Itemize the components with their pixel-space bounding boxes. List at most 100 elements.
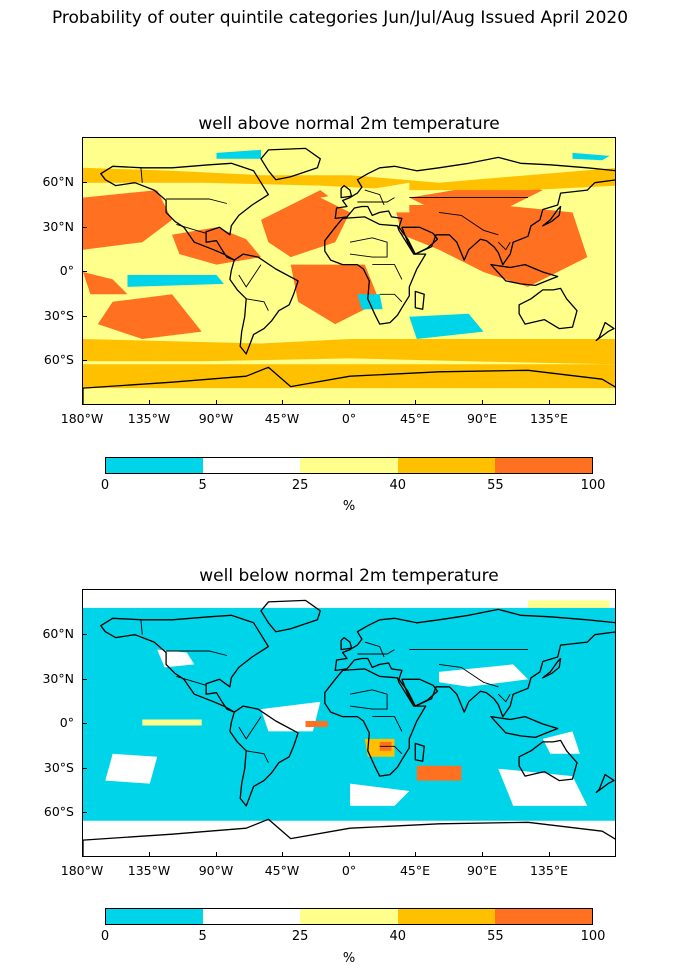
probability-region bbox=[216, 149, 261, 159]
probability-region bbox=[83, 167, 615, 191]
coastline-northAmerica bbox=[100, 162, 270, 261]
colorbar-tick-label: 5 bbox=[198, 478, 207, 493]
lon-tick-mark bbox=[82, 400, 83, 405]
map-above bbox=[82, 137, 616, 405]
lat-tick-label: 60°S bbox=[43, 804, 74, 819]
colorbar-segment bbox=[106, 909, 204, 924]
country-border bbox=[497, 693, 511, 703]
lon-tick-mark bbox=[216, 852, 217, 857]
probability-region bbox=[350, 783, 410, 806]
probability-region bbox=[83, 820, 615, 851]
country-border bbox=[349, 689, 388, 710]
country-border bbox=[372, 716, 403, 732]
lon-tick-label: 45°E bbox=[399, 863, 431, 878]
coastline-africa bbox=[324, 668, 427, 777]
coastline-southAmerica bbox=[229, 705, 299, 807]
colorbar-tick-label: 100 bbox=[580, 478, 606, 493]
lat-tick-mark bbox=[82, 634, 87, 635]
lat-tick-mark bbox=[82, 227, 87, 228]
coastline-australia bbox=[518, 287, 578, 330]
coastline-eurasia bbox=[334, 156, 615, 266]
colorbar-segment bbox=[494, 909, 593, 924]
panel-title-below: well below normal 2m temperature bbox=[199, 566, 499, 586]
lat-tick-mark bbox=[82, 723, 87, 724]
lat-tick-mark bbox=[82, 679, 87, 680]
country-border bbox=[357, 197, 395, 203]
probability-region bbox=[261, 190, 350, 258]
country-border bbox=[238, 264, 262, 288]
colorbar-segment bbox=[203, 909, 301, 924]
coastline-antarctica bbox=[83, 366, 615, 404]
coastline-arabia bbox=[401, 226, 439, 255]
probability-region bbox=[357, 294, 383, 310]
lon-tick-label: 180°W bbox=[60, 863, 104, 878]
country-border bbox=[364, 641, 385, 658]
colorbar-tick-label: 40 bbox=[389, 929, 407, 944]
colorbar-tick-label: 55 bbox=[487, 478, 504, 493]
lon-tick-label: 180°W bbox=[60, 411, 104, 426]
lat-tick-label: 30°N bbox=[42, 219, 74, 234]
country-border bbox=[379, 293, 403, 303]
probability-region bbox=[409, 313, 484, 339]
probability-region bbox=[305, 721, 328, 727]
coastline-japan bbox=[542, 657, 562, 679]
lat-tick-mark bbox=[82, 768, 87, 769]
probability-region bbox=[142, 719, 202, 726]
probability-region bbox=[83, 190, 172, 250]
probability-region bbox=[127, 275, 224, 287]
probability-region bbox=[105, 753, 158, 784]
probability-region bbox=[498, 768, 588, 806]
coastline-northAmerica bbox=[100, 614, 270, 713]
lon-tick-mark bbox=[82, 852, 83, 857]
country-border bbox=[176, 223, 207, 234]
probability-region bbox=[83, 339, 615, 365]
map-below bbox=[82, 589, 616, 857]
lon-tick-label: 135°W bbox=[127, 411, 171, 426]
lat-tick-label: 0° bbox=[59, 263, 74, 278]
panel-title-above: well above normal 2m temperature bbox=[198, 114, 500, 134]
coastline-newzealand bbox=[595, 773, 615, 794]
lon-tick-mark bbox=[149, 400, 150, 405]
coastline-greenland bbox=[260, 147, 321, 181]
coastline-madagascar bbox=[414, 290, 425, 310]
lat-tick-mark bbox=[82, 182, 87, 183]
colorbar-tick-label: 0 bbox=[100, 929, 110, 944]
lat-tick-mark bbox=[82, 316, 87, 317]
country-border bbox=[176, 675, 207, 686]
country-border bbox=[372, 264, 403, 280]
country-border bbox=[364, 189, 385, 206]
country-border bbox=[246, 750, 269, 763]
probability-region bbox=[290, 264, 380, 325]
colorbar-segment bbox=[397, 458, 495, 473]
lat-tick-label: 60°N bbox=[42, 174, 74, 189]
colorbar-tick-label: 25 bbox=[291, 478, 309, 493]
country-border bbox=[497, 241, 511, 251]
country-border bbox=[438, 211, 499, 236]
lat-tick-label: 30°S bbox=[43, 308, 74, 323]
coastline-newzealand bbox=[595, 321, 615, 342]
coastline-uk bbox=[340, 184, 353, 199]
probability-region bbox=[528, 600, 610, 608]
lon-tick-mark bbox=[349, 852, 350, 857]
lon-tick-label: 90°W bbox=[198, 863, 234, 878]
coastline-uk bbox=[340, 636, 353, 651]
coastline-madagascar bbox=[414, 742, 425, 762]
lon-tick-mark bbox=[149, 852, 150, 857]
coastline-africa bbox=[324, 216, 427, 325]
colorbar-segment bbox=[300, 458, 398, 473]
probability-region bbox=[83, 272, 128, 295]
lon-tick-label: 0° bbox=[341, 411, 357, 426]
colorbar-segment bbox=[203, 458, 301, 473]
probability-region bbox=[320, 182, 410, 213]
probability-region bbox=[261, 701, 321, 732]
lon-tick-label: 90°W bbox=[198, 411, 234, 426]
lon-tick-label: 45°E bbox=[399, 411, 431, 426]
probability-region bbox=[439, 664, 528, 687]
coastline-indonesia bbox=[490, 263, 559, 287]
colorbar-unit: % bbox=[342, 951, 356, 966]
country-border bbox=[438, 663, 499, 688]
coastline-indonesia bbox=[490, 715, 559, 739]
lon-tick-label: 135°E bbox=[529, 411, 568, 426]
lon-tick-label: 45°W bbox=[264, 411, 300, 426]
lon-tick-label: 0° bbox=[341, 863, 357, 878]
